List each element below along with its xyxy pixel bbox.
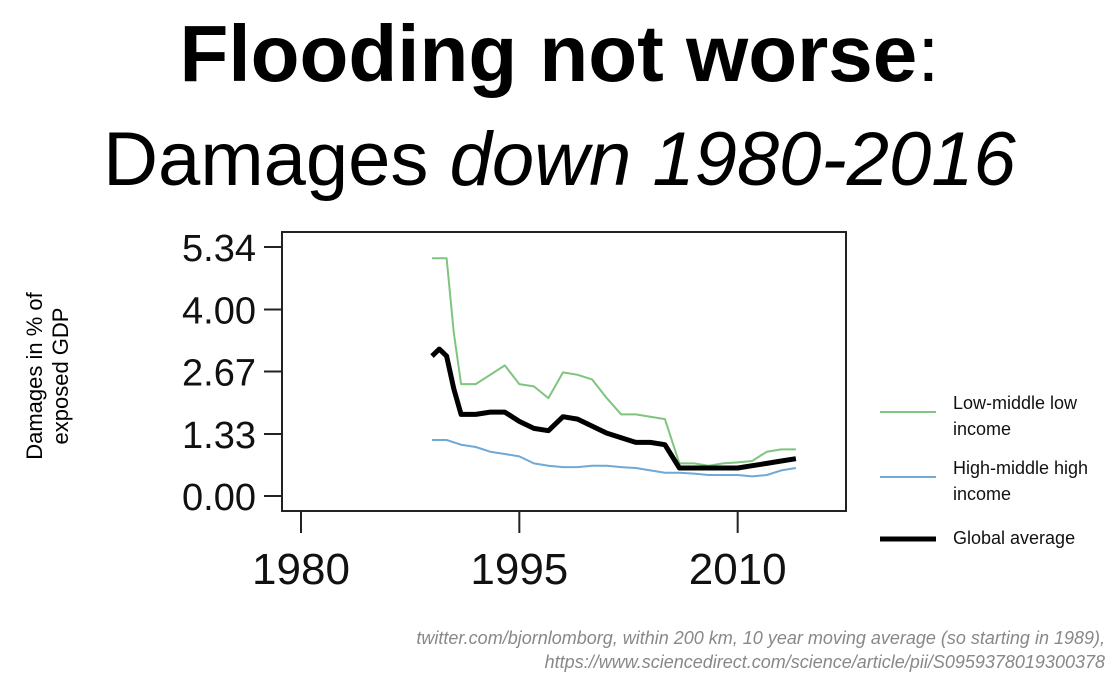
series-line [432, 439, 797, 478]
subtitle-plain-text: Damages [103, 117, 450, 202]
series-line [430, 346, 797, 471]
footnote-line-2: https://www.sciencedirect.com/science/ar… [544, 652, 1105, 672]
x-tick-label: 1995 [470, 545, 568, 594]
y-tick-label: 2.67 [182, 353, 256, 395]
y-tick-label: 1.33 [182, 415, 256, 457]
y-tick-label: 5.34 [182, 228, 256, 270]
x-tick-label: 1980 [252, 545, 350, 594]
page-title: Flooding not worse: [0, 4, 1119, 104]
footnote-line-1: twitter.com/bjornlomborg, within 200 km,… [416, 628, 1105, 648]
source-footnote: twitter.com/bjornlomborg, within 200 km,… [416, 626, 1105, 674]
legend-label: High-middle high [953, 458, 1088, 478]
legend-label: income [953, 484, 1011, 504]
legend-label: income [953, 419, 1011, 439]
legend-label: Low-middle low [953, 393, 1078, 413]
title-bold-text: Flooding not worse [179, 9, 918, 98]
y-tick-label: 4.00 [182, 290, 256, 332]
series-line [432, 257, 796, 467]
page-subtitle: Damages down 1980-2016 [0, 112, 1119, 208]
y-tick-label: 0.00 [182, 477, 256, 519]
plot-frame [281, 231, 847, 512]
subtitle-italic-text: down 1980-2016 [449, 117, 1016, 202]
legend-label: Global average [953, 528, 1075, 548]
x-tick-label: 2010 [689, 545, 787, 594]
title-colon: : [917, 9, 940, 98]
